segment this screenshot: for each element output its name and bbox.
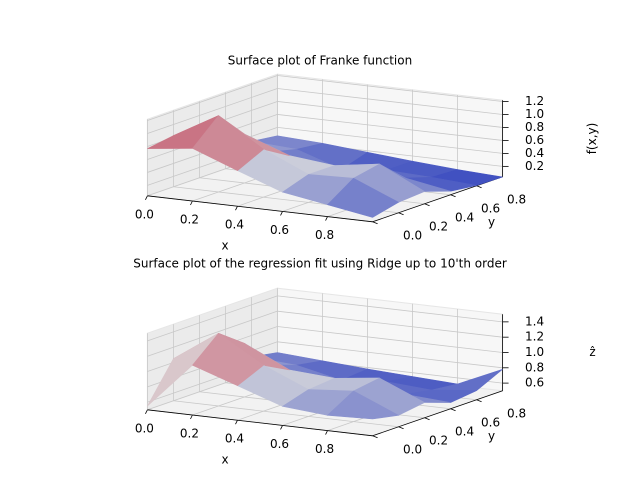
z-tick-label: 1.0 [525, 345, 544, 359]
x-tick-label: 0.8 [315, 228, 334, 242]
surface-patch [326, 177, 400, 218]
y-tick-label: 0.6 [481, 201, 500, 215]
tick-mark [450, 194, 456, 198]
y-tick-label: 0.8 [507, 406, 526, 420]
tick-mark [424, 417, 430, 421]
grid-line [277, 114, 503, 141]
surface-patch [192, 115, 264, 171]
tick-mark [476, 399, 482, 403]
tick-mark [190, 200, 193, 206]
y-tick-label: 0.2 [429, 219, 448, 233]
tick-mark [145, 195, 148, 200]
x-tick-label: 0.6 [270, 223, 289, 237]
z-axis-label: ẑ [589, 345, 595, 359]
tick-mark [476, 185, 482, 189]
y-tick-label: 0.2 [429, 433, 448, 447]
grid-line [277, 295, 503, 323]
chart-title: Surface plot of Franke function [228, 54, 412, 68]
x-tick-label: 0.0 [135, 421, 154, 435]
tick-mark [372, 221, 378, 225]
surface-patch [192, 332, 265, 387]
grid-line [277, 127, 503, 154]
z-axis-label: f(x,y) [585, 123, 599, 155]
z-tick-label: 1.4 [525, 314, 544, 328]
y-tick-label: 0.6 [481, 415, 500, 429]
grid-line [173, 400, 399, 428]
z-tick-label: 0.8 [525, 360, 544, 374]
axis-line [372, 390, 503, 437]
grid-line [277, 341, 503, 369]
y-axis-label: y [488, 215, 495, 229]
grid-line [147, 310, 278, 357]
tick-mark [280, 211, 283, 216]
x-tick-label: 0.2 [180, 426, 199, 440]
grid-line [277, 101, 503, 128]
x-tick-label: 0.6 [270, 437, 289, 451]
tick-mark [145, 409, 148, 414]
z-tick-label: 1.0 [525, 107, 544, 121]
z-tick-label: 0.6 [525, 376, 544, 390]
tick-mark [190, 414, 193, 420]
y-tick-label: 0.4 [455, 424, 474, 438]
y-tick-label: 0.8 [507, 192, 526, 206]
tick-mark [398, 426, 404, 430]
tick-mark [235, 420, 238, 425]
grid-line [277, 88, 503, 115]
grid-line [277, 75, 503, 102]
z-tick-label: 1.2 [525, 94, 544, 108]
x-axis-label: x [221, 238, 228, 252]
axis-line [147, 195, 373, 223]
z-tick-label: 1.2 [525, 330, 544, 344]
grid-line [147, 88, 278, 134]
y-tick-label: 0.0 [403, 228, 422, 242]
z-tick-label: 0.2 [525, 159, 544, 173]
tick-mark [424, 203, 430, 207]
z-tick-label: 0.4 [525, 146, 544, 160]
grid-line [277, 326, 503, 353]
tick-mark [280, 425, 283, 430]
z-tick-label: 0.8 [525, 120, 544, 134]
y-tick-label: 0.4 [455, 210, 474, 224]
axis-line [147, 409, 373, 437]
x-tick-label: 0.8 [315, 442, 334, 456]
tick-mark [450, 408, 456, 412]
x-tick-label: 0.4 [225, 432, 244, 446]
chart-title: Surface plot of the regression fit using… [133, 257, 507, 271]
tick-mark [398, 212, 404, 216]
y-tick-label: 0.0 [403, 442, 422, 456]
y-axis-label: y [488, 429, 495, 443]
z-tick-label: 0.6 [525, 133, 544, 147]
x-tick-label: 0.0 [135, 207, 154, 221]
tick-mark [372, 435, 378, 439]
x-axis-label: x [221, 452, 228, 466]
tick-mark [325, 430, 328, 435]
grid-line [147, 75, 278, 121]
tick-mark [235, 206, 238, 211]
grid-line [147, 295, 278, 342]
grid-line [277, 310, 503, 338]
surface-patch [326, 390, 400, 420]
x-tick-label: 0.2 [180, 212, 199, 226]
tick-mark [325, 216, 328, 221]
x-tick-label: 0.4 [225, 218, 244, 232]
